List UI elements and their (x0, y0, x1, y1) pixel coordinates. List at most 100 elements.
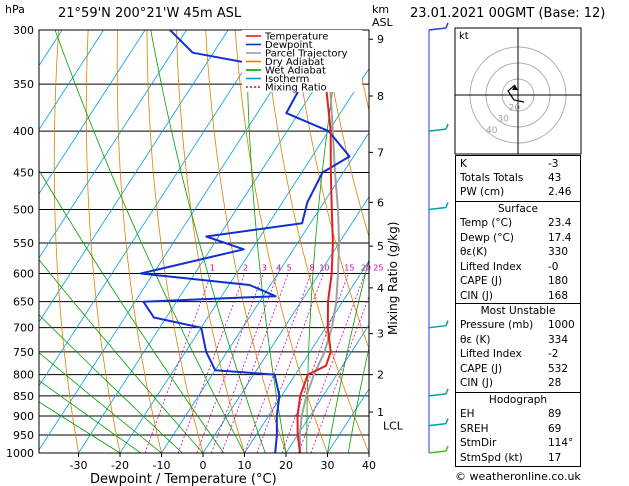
dry-adiabat (618, 30, 629, 453)
wind-barb-flag (445, 22, 449, 29)
hodograph-ring-label: 20 (509, 103, 521, 113)
most-unstable-row: Pressure (mb) 1000 (460, 319, 576, 332)
km-label: km (372, 3, 389, 16)
wind-barb-flag (445, 445, 449, 452)
index-pw: PW (cm) 2.46 (460, 186, 572, 198)
surface-row-value: 330 (548, 246, 569, 258)
wind-barbs (428, 22, 449, 454)
surface-row-key: CAPE (J) (460, 275, 503, 287)
legend-item: Isotherm (265, 74, 309, 85)
most-unstable-row-key: Lifted Index (460, 348, 522, 360)
plot-frame (38, 29, 370, 454)
legend-item: Temperature (264, 32, 328, 43)
mixing-ratio-label: 1 (210, 264, 215, 273)
pressure-tick-1000: 1000 (6, 447, 34, 460)
isotherm (39, 30, 146, 195)
pressure-tick-600: 600 (13, 268, 34, 281)
pressure-tick-700: 700 (13, 322, 34, 335)
wet-adiabat (39, 380, 142, 453)
km-tick-4: 4 (377, 282, 384, 295)
mixing-ratio-line (221, 273, 289, 453)
most-unstable-row-value: 334 (548, 333, 569, 346)
most-unstable-row-value: 1000 (548, 319, 575, 331)
hodograph-row-key: SREH (460, 422, 489, 435)
pressure-tick-650: 650 (13, 296, 34, 309)
dry-adiabat (322, 30, 369, 239)
profile-lines (139, 30, 351, 453)
pressure-tick-950: 950 (13, 429, 34, 442)
surface-row: CAPE (J) 180 (460, 275, 576, 288)
hodograph-row-key: StmDir (460, 437, 497, 449)
mu-title: Most Unstable (480, 305, 556, 317)
most-unstable-row: CIN (J) 28 (460, 377, 576, 390)
dry-adiabat (175, 30, 245, 453)
surface-row-value: 168 (548, 289, 569, 302)
wind-barb (428, 128, 447, 132)
wet-adiabat (150, 30, 266, 453)
hodo-table-title: Hodograph (488, 394, 548, 406)
surface-row-key: CIN (J) (460, 289, 493, 302)
surface-row: Dewp (°C) 17.4 (460, 232, 576, 245)
legend-box (242, 30, 362, 92)
km-tick-2: 2 (377, 369, 384, 382)
mixing-ratio-label: 20 (361, 264, 371, 273)
wet-adiabat (347, 345, 369, 453)
index-tt: Totals Totals 43 (460, 172, 562, 184)
hodograph-ring-label: 30 (497, 115, 509, 125)
surface-row: θε(K) 330 (460, 246, 576, 259)
wind-barb (428, 27, 447, 31)
surface-row-key: Lifted Index (460, 260, 522, 273)
isotherm (39, 30, 229, 323)
hodograph-row-value: 114° (548, 437, 574, 449)
surface-row-key: θε(K) (460, 246, 488, 258)
parcel-line (298, 41, 341, 453)
x-tick--10: -10 (153, 459, 171, 472)
isotherm (39, 30, 312, 451)
legend-item: Wet Adiabat (265, 66, 326, 77)
y-axis-title: Mixing Ratio (g/kg) (386, 222, 400, 335)
pressure-tick-450: 450 (13, 166, 34, 179)
wind-barb-flag (445, 418, 449, 424)
surface-row-key: Dewp (°C) (460, 231, 514, 244)
surface-row: Lifted Index -0 (460, 261, 576, 274)
credit: © weatheronline.co.uk (455, 470, 581, 483)
pressure-tick-350: 350 (13, 78, 34, 91)
wind-barb (428, 422, 447, 427)
isotherm (39, 30, 270, 387)
wet-adiabat (39, 314, 183, 453)
wind-barb (428, 206, 447, 211)
hodograph-row: SREH 69 (460, 423, 576, 436)
surface-title: Surface (497, 203, 538, 215)
dry-adiabat (146, 30, 204, 453)
km-tick-6: 6 (377, 196, 384, 209)
mixing-ratio-label: 10 (319, 264, 329, 273)
wind-barb-flag (445, 320, 449, 326)
km-tick-8: 8 (377, 90, 384, 103)
mixing-ratio-label: 15 (344, 264, 354, 273)
dry-adiabat (293, 30, 369, 350)
mixing-ratio-line (210, 273, 279, 453)
isotherm (285, 324, 369, 453)
pressure-tick-750: 750 (13, 346, 34, 359)
background-lines (39, 30, 629, 453)
km-tick-7: 7 (377, 146, 384, 159)
wind-barb (428, 393, 447, 397)
mixing-ratio-line (281, 273, 349, 453)
wet-adiabat (54, 30, 245, 453)
index-k: K -3 (460, 158, 559, 170)
surface-row-key: Temp (°C) (460, 217, 513, 229)
dewpoint-line (139, 30, 351, 453)
pressure-tick-550: 550 (13, 237, 34, 250)
km-tick-5: 5 (377, 240, 384, 253)
wet-adiabat (39, 401, 121, 453)
dry-adiabat (234, 30, 328, 453)
most-unstable-row: Lifted Index -2 (460, 348, 576, 361)
mixing-ratio-label: 25 (373, 264, 383, 273)
x-tick--20: -20 (111, 459, 129, 472)
legend-item: Mixing Ratio (265, 83, 327, 94)
surface-row-value: 180 (548, 275, 569, 287)
wind-barb-flag (445, 388, 449, 395)
isotherm (202, 196, 369, 453)
indices-panel: K -3 Totals Totals 43 PW (cm) 2.46 Surface … (455, 155, 581, 467)
